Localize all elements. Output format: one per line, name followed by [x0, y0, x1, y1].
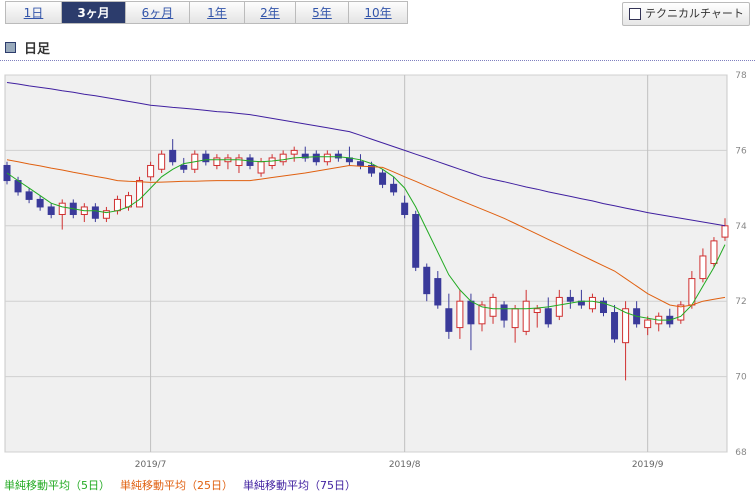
candle-body [390, 183, 398, 193]
legend-entry: 単純移動平均（25日） [120, 478, 233, 492]
x-tick-label: 2019/9 [632, 460, 664, 470]
candle-body [566, 296, 574, 302]
period-label: 日足 [24, 42, 51, 57]
period-tab[interactable]: 3ヶ月 [62, 1, 126, 24]
y-tick-label: 74 [735, 222, 747, 232]
period-tab[interactable]: 5年 [296, 1, 349, 24]
candle-body [268, 157, 276, 166]
candle-body [445, 308, 453, 332]
candle-body [312, 153, 320, 163]
moving-average-line [6, 159, 726, 308]
candle-body [279, 153, 287, 163]
tabs: 1日 3ヶ月 6ヶ月 1年 2年 5年 10年 [5, 1, 408, 24]
candle-body [91, 206, 99, 219]
candle-body [644, 319, 652, 329]
candle-body [202, 153, 210, 163]
candle-body [158, 153, 166, 170]
candle-body [478, 304, 486, 325]
candle-body [434, 278, 442, 306]
candle-body [301, 153, 309, 159]
candle-body [246, 157, 254, 166]
candle-body [257, 161, 265, 174]
candle-body [147, 164, 155, 178]
candle-body [356, 161, 364, 166]
candle-body [36, 198, 44, 208]
candle-body [102, 210, 110, 219]
button-label: テクニカルチャート [645, 7, 744, 20]
candle-body [379, 172, 387, 185]
candle-body [423, 266, 431, 295]
candle-body [334, 153, 342, 159]
candle-body [213, 157, 221, 166]
candle-body [599, 300, 607, 314]
candle-body [533, 308, 541, 314]
y-tick-label: 72 [735, 297, 746, 307]
y-tick-label: 70 [735, 373, 747, 383]
candle-body [456, 300, 464, 329]
moving-average-line [6, 82, 726, 227]
candle-body [522, 300, 530, 332]
candle-body [136, 180, 144, 208]
y-tick-label: 68 [735, 448, 747, 458]
divider [0, 60, 755, 61]
candle-body [401, 202, 409, 215]
candle-body [489, 296, 497, 317]
y-tick-label: 78 [735, 71, 747, 81]
period-icon [5, 42, 16, 53]
candle-body [622, 308, 630, 344]
period-tab[interactable]: 6ヶ月 [126, 1, 190, 24]
period-tab[interactable]: 2年 [245, 1, 296, 24]
candle-body [180, 164, 188, 170]
candle-body [721, 225, 729, 238]
candle-body [25, 191, 33, 200]
candle-body [710, 240, 718, 265]
candle-body [588, 296, 596, 310]
candle-body [323, 153, 331, 163]
candle-body [544, 308, 552, 325]
candle-body [47, 206, 55, 215]
moving-average-line [6, 156, 726, 321]
plot-area [4, 74, 728, 453]
candle-body [467, 300, 475, 325]
candle-body [511, 308, 519, 329]
candle-body [500, 304, 508, 321]
candle-body [58, 202, 66, 215]
candle-body [611, 312, 619, 340]
period-tab[interactable]: 10年 [349, 1, 408, 24]
candle-body [113, 198, 121, 212]
period-tab[interactable]: 1日 [5, 1, 62, 24]
candle-body [235, 157, 243, 166]
candle-body [699, 255, 707, 280]
legend-entry: 単純移動平均（5日） [4, 478, 110, 492]
y-tick-label: 76 [735, 146, 747, 156]
x-tick-label: 2019/7 [135, 460, 167, 470]
period-tab[interactable]: 1年 [190, 1, 245, 24]
candle-body [677, 304, 685, 321]
candle-body [412, 213, 420, 268]
x-tick-label: 2019/8 [389, 460, 421, 470]
candle-body [555, 296, 563, 317]
legend-entry: 単純移動平均（75日） [243, 478, 356, 492]
candle-body [290, 149, 298, 155]
technical-chart-button[interactable]: テクニカルチャート [622, 2, 750, 26]
candle-body [169, 149, 177, 163]
candle-body [368, 164, 376, 174]
